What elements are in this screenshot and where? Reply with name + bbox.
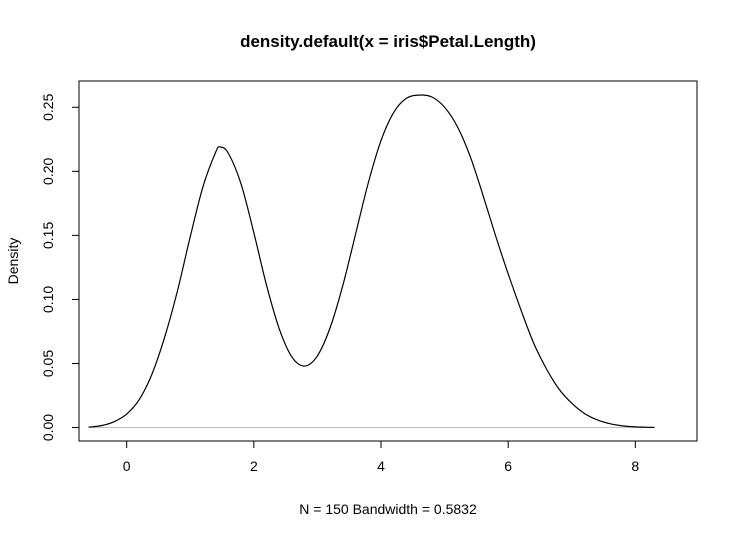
x-tick-label: 4 — [377, 458, 385, 474]
x-tick-label: 0 — [123, 458, 131, 474]
y-tick-label: 0.15 — [40, 222, 56, 249]
x-axis-label: N = 150 Bandwidth = 0.5832 — [299, 501, 477, 517]
y-tick-label: 0.00 — [40, 414, 56, 441]
y-axis: 0.00 0.05 0.10 0.15 0.20 0.25 — [40, 93, 80, 441]
y-tick-label: 0.10 — [40, 286, 56, 313]
y-tick-label: 0.25 — [40, 93, 56, 120]
y-tick-label: 0.05 — [40, 350, 56, 377]
x-tick-label: 2 — [250, 458, 258, 474]
x-axis: 0 2 4 6 8 — [123, 440, 639, 474]
chart-title: density.default(x = iris$Petal.Length) — [240, 32, 536, 51]
y-tick-label: 0.20 — [40, 157, 56, 184]
y-axis-label: Density — [5, 238, 21, 285]
density-curve — [88, 94, 655, 429]
plot-frame — [78, 80, 698, 442]
x-tick-label: 6 — [504, 458, 512, 474]
x-tick-label: 8 — [631, 458, 639, 474]
